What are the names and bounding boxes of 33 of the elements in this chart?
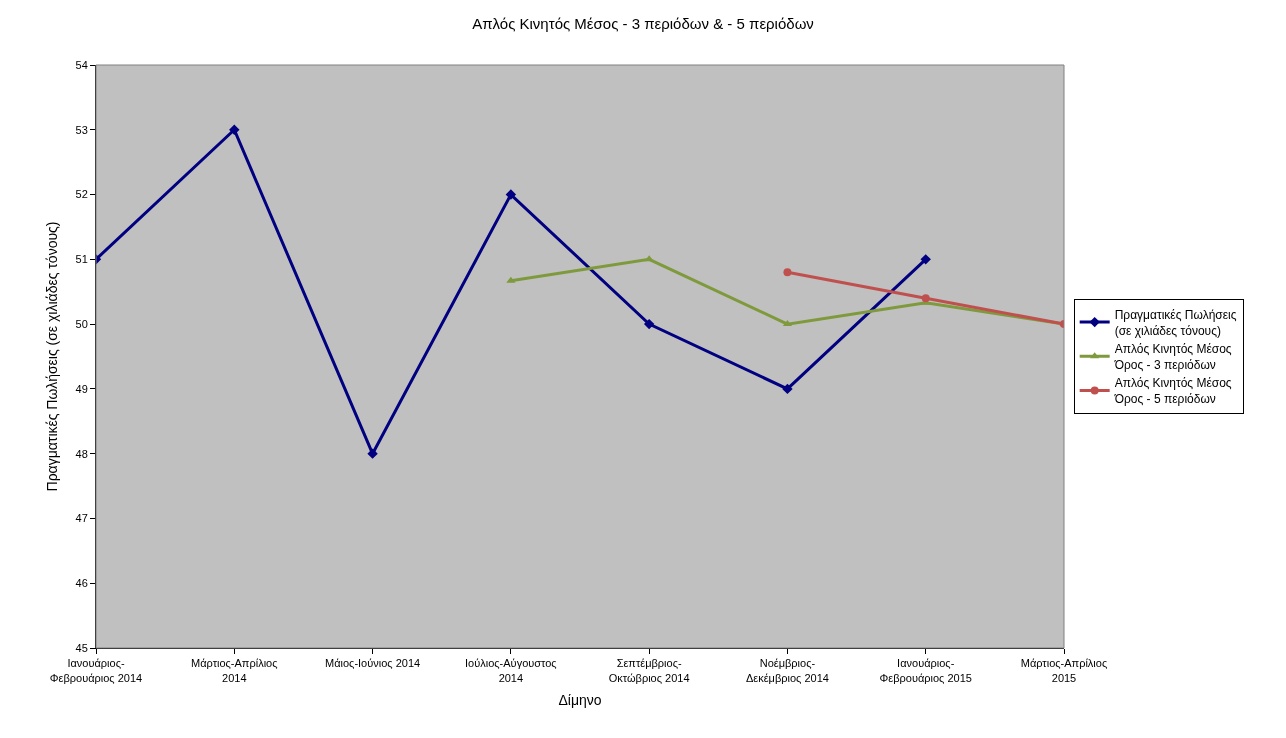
y-axis-title: Πραγματικές Πωλήσεις (σε χιλιάδες τόνους) (44, 221, 61, 492)
point (367, 448, 378, 459)
x-tick-label: Μάιος-Ιούνιος 2014 (325, 657, 421, 670)
x-tick-label: Σεπτέμβριος- Οκτώβριος 2014 (608, 657, 690, 684)
legend-label: Απλός Κινητός Μέσος Όρος - 5 περιόδων (1113, 376, 1232, 406)
y-tick-label: 47 (75, 512, 88, 525)
chart-title: Απλός Κινητός Μέσος - 3 περιόδων & - 5 περιόδων (472, 14, 814, 32)
y-tick-label: 50 (75, 317, 88, 330)
y-tick-label: 46 (75, 577, 88, 590)
point (921, 294, 930, 303)
point (643, 318, 655, 330)
point (229, 124, 240, 135)
x-tick-label: Νοέμβριος- Δεκέμβριος 2014 (745, 657, 829, 684)
y-tick-label: 52 (75, 188, 88, 201)
point (920, 254, 931, 265)
x-tick-label: Ιανουάριος- Φεβρουάριος 2014 (49, 657, 143, 684)
legend-label: Απλός Κινητός Μέσος Όρος - 3 περιόδων (1113, 342, 1232, 372)
point (782, 383, 793, 395)
x-tick-label: Μάρτιος-Απρίλιος 2014 (191, 657, 278, 684)
y-tick-label: 54 (75, 58, 88, 71)
y-tick-label: 45 (75, 641, 88, 654)
x-tick-label: Ιούλιος-Αύγουστος 2014 (465, 657, 557, 684)
x-axis-title: Δίμηνο (558, 691, 602, 708)
x-tick-label: Ιανουάριος- Φεβρουάριος 2015 (879, 657, 972, 684)
y-tick-label: 51 (75, 253, 88, 266)
point (505, 189, 517, 200)
y-tick-label: 49 (75, 382, 88, 395)
point (506, 276, 516, 283)
x-tick-label: Μάρτιος-Απρίλιος 2015 (1020, 657, 1108, 684)
y-tick-label: 53 (75, 123, 88, 136)
legend-label: Πραγματικές Πωλήσεις (σε χιλιάδες τόνους) (1114, 307, 1237, 338)
y-tick-label: 48 (75, 447, 88, 460)
point (783, 268, 792, 277)
